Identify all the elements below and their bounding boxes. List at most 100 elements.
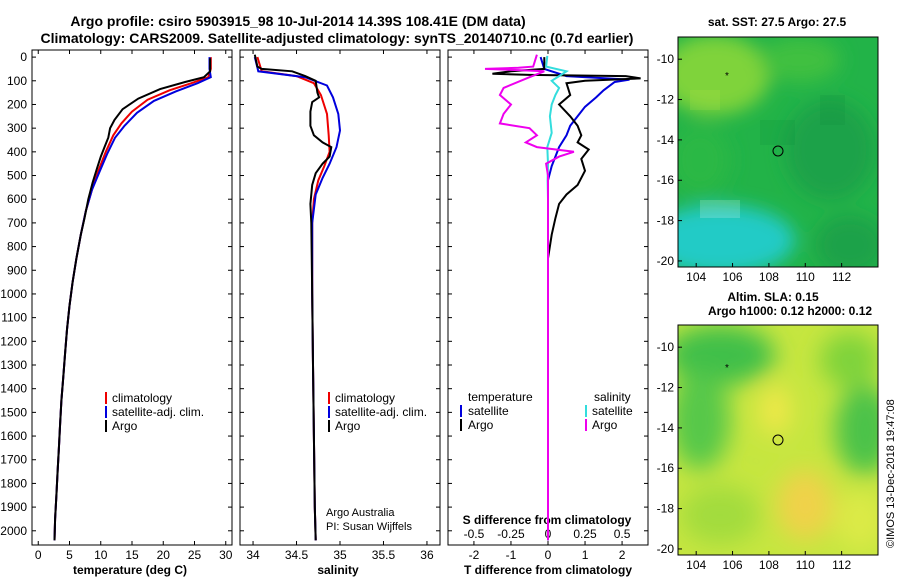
depth-tick-label: 0 (20, 50, 27, 64)
temperature-legend: climatology satellite-adj. clim. Argo (105, 391, 204, 433)
depth-tick-label: 1200 (0, 334, 27, 348)
sst-map (678, 37, 878, 267)
x-tick-label: 25 (188, 548, 202, 562)
temperature-xlabel: temperature (deg C) (73, 563, 187, 577)
legend-temp-satellite: satellite (468, 404, 509, 418)
x-tick-label: 0 (35, 548, 42, 562)
timestamp: ©IMOS 13-Dec-2018 19:47:08 (885, 399, 897, 548)
credit-pi: PI: Susan Wijffels (326, 521, 412, 533)
sla-map-axes: 104 106 108 110 112 -10 -12 -14 -16 -18 -20 (657, 340, 852, 572)
depth-tick-label: 300 (7, 121, 27, 135)
depth-tick-label: 1900 (0, 500, 27, 514)
x-tick-label: -0.25 (497, 527, 525, 541)
depth-tick-label: 500 (7, 169, 27, 183)
lon-tick-label: 106 (723, 558, 743, 572)
x-tick-label: 15 (125, 548, 139, 562)
legend-sal-satellite: satellite (592, 404, 633, 418)
x-tick-label: 34 (246, 548, 260, 562)
x-tick-label: 1 (582, 548, 589, 562)
lat-tick-label: -14 (657, 133, 675, 147)
lon-tick-label: 110 (796, 558, 815, 572)
x-tick-label: 5 (66, 548, 73, 562)
legend-argo: Argo (335, 419, 361, 433)
sst-argo-position-marker (772, 145, 784, 157)
lat-tick-label: -16 (657, 173, 675, 187)
series-line-temperature-satellite (539, 56, 630, 541)
difference-legend: temperature salinity satellite Argo sate… (460, 390, 633, 432)
legend-satellite: satellite-adj. clim. (335, 405, 427, 419)
series-line-argo (253, 54, 333, 541)
salinity-xlabel: salinity (317, 563, 359, 577)
series-line-satellite-adj-clim- (253, 56, 342, 541)
depth-tick-label: 600 (7, 192, 27, 206)
series-line-climatology (256, 56, 331, 541)
sla-map-frame (677, 324, 879, 556)
temperature-panel-frame (31, 49, 233, 546)
depth-tick-label: 1300 (0, 358, 27, 372)
lat-tick-label: -20 (657, 542, 675, 556)
legend-climatology: climatology (112, 391, 172, 405)
legend-salinity-head: salinity (594, 390, 631, 404)
lon-tick-label: 108 (759, 270, 779, 284)
lon-tick-label: 112 (832, 558, 851, 572)
depth-tick-label: 1500 (0, 405, 27, 419)
figure-title-line1: Argo profile: csiro 5903915_98 10-Jul-20… (70, 13, 525, 29)
depth-tick-label: 1800 (0, 476, 27, 490)
depth-tick-label: 1700 (0, 453, 27, 467)
sst-map-frame (677, 36, 879, 268)
x-tick-label: 34.5 (285, 548, 309, 562)
depth-tick-label: 200 (7, 97, 27, 111)
lat-tick-label: -18 (657, 214, 675, 228)
lon-tick-label: 106 (723, 270, 743, 284)
x-tick-label: 36 (420, 548, 434, 562)
x-axes: 0 5 10 15 20 25 30 34 34.5 35 35.5 36 -2 -1 0 1 2 -0.5 -0.… (35, 50, 631, 562)
depth-axis: 0 100 200 300 400 500 600 700 800 900 1000 1100 1200… (0, 50, 648, 538)
sla-float-start-marker: * (725, 363, 729, 374)
sla-map-title1: Altim. SLA: 0.15 (727, 290, 819, 304)
legend-argo: Argo (112, 419, 138, 433)
credit-argo-australia: Argo Australia (326, 507, 395, 519)
lat-tick-label: -18 (657, 502, 675, 516)
lat-tick-label: -10 (657, 52, 675, 66)
salinity-legend: climatology satellite-adj. clim. Argo (328, 391, 427, 433)
series-line-salinity-satellite (545, 55, 570, 541)
series-line-satellite-adj-clim- (53, 57, 212, 541)
x-tick-label: -2 (469, 548, 480, 562)
x-tick-label: 35 (333, 548, 347, 562)
legend-climatology: climatology (335, 391, 395, 405)
depth-tick-label: 2000 (0, 524, 27, 538)
sla-map-title2: Argo h1000: 0.12 h2000: 0.12 (708, 304, 872, 318)
depth-tick-label: 700 (7, 216, 27, 230)
profile-lines (53, 54, 641, 541)
lon-tick-label: 112 (832, 270, 851, 284)
x-tick-label: 35.5 (372, 548, 396, 562)
depth-tick-label: 1100 (1, 311, 27, 325)
x-tick-label: 0 (545, 548, 552, 562)
lat-tick-label: -12 (657, 381, 675, 395)
lat-tick-label: -14 (657, 421, 675, 435)
depth-tick-label: 400 (7, 145, 27, 159)
legend-satellite: satellite-adj. clim. (112, 405, 204, 419)
lat-tick-label: -20 (657, 254, 675, 268)
sla-argo-position-marker (772, 434, 784, 446)
x-tick-label: -0.5 (464, 527, 485, 541)
sst-float-start-marker: * (725, 71, 729, 82)
sst-map-axes: 104 106 108 110 112 -10 -12 -14 -16 -18 -20 (657, 52, 852, 284)
legend-sal-argo: Argo (592, 418, 618, 432)
series-line-salinity-argo (484, 54, 575, 541)
depth-tick-label: 1000 (0, 287, 27, 301)
x-tick-label: 10 (94, 548, 108, 562)
x-tick-label: 2 (619, 548, 626, 562)
sla-map (678, 325, 878, 555)
depth-tick-label: 900 (7, 263, 27, 277)
lon-tick-label: 108 (759, 558, 779, 572)
legend-temp-argo: Argo (468, 418, 494, 432)
series-line-temperature-argo (492, 57, 641, 541)
depth-tick-label: 100 (7, 74, 27, 88)
x-tick-label: 0.25 (573, 527, 597, 541)
lat-tick-label: -16 (657, 461, 675, 475)
series-line-argo (53, 58, 212, 541)
lon-tick-label: 104 (686, 270, 706, 284)
lat-tick-label: -10 (657, 340, 675, 354)
depth-tick-label: 1600 (0, 429, 27, 443)
